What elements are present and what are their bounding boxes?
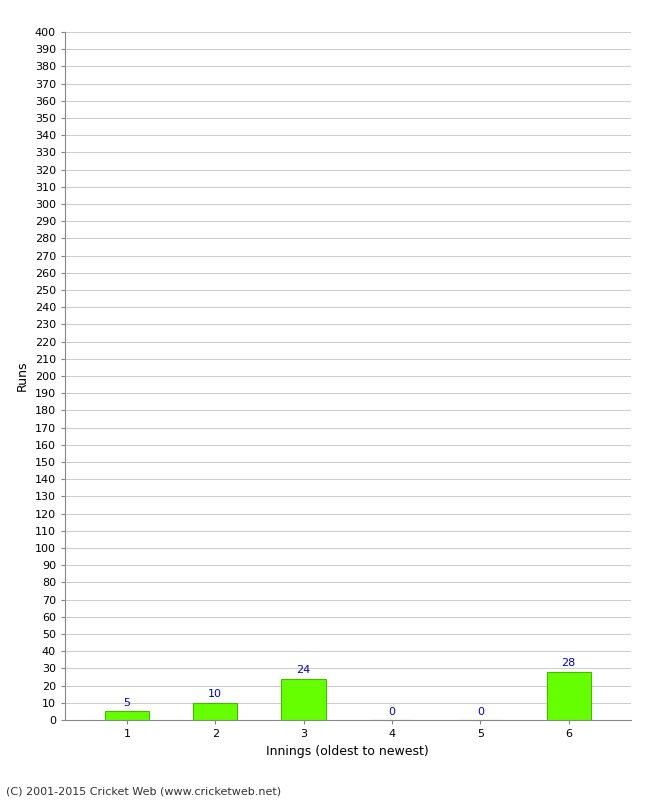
X-axis label: Innings (oldest to newest): Innings (oldest to newest) [266,745,429,758]
Text: 0: 0 [389,706,395,717]
Text: 0: 0 [477,706,484,717]
Bar [547,672,591,720]
Text: 10: 10 [208,690,222,699]
Text: (C) 2001-2015 Cricket Web (www.cricketweb.net): (C) 2001-2015 Cricket Web (www.cricketwe… [6,786,281,796]
Y-axis label: Runs: Runs [16,361,29,391]
Bar [281,678,326,720]
Text: 5: 5 [124,698,131,708]
Bar [193,702,237,720]
Bar [105,711,149,720]
Text: 24: 24 [296,666,311,675]
Text: 28: 28 [562,658,576,669]
